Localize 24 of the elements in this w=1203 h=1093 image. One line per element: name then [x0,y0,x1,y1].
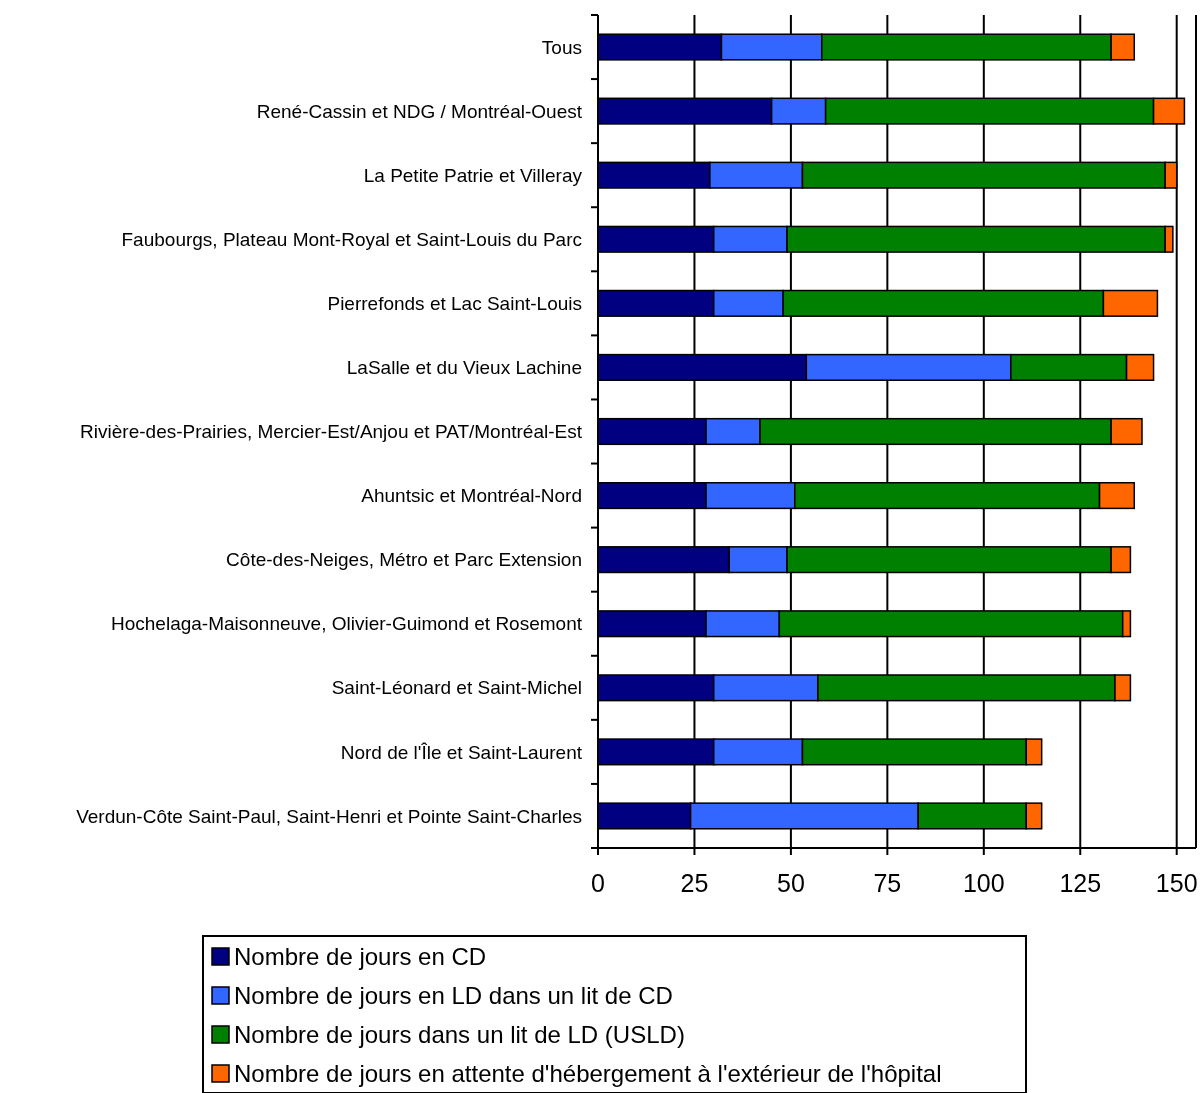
x-tick-label: 25 [680,869,709,897]
legend-label: Nombre de jours en CD [234,943,487,971]
y-tick-label: Tous [541,36,582,58]
y-tick-label: Pierrefonds et Lac Saint-Louis [327,293,582,314]
x-tick-label: 50 [777,869,805,897]
y-tick-label: Nord de l'Île et Saint-Laurent [340,741,583,763]
legend-label: Nombre de jours dans un lit de LD (USLD) [234,1021,685,1049]
y-tick-label: Ahuntsic et Montréal-Nord [361,485,582,507]
x-tick-label: 125 [1059,869,1102,897]
y-tick-label: Faubourgs, Plateau Mont-Royal et Saint-Louis du Parc [121,228,582,250]
x-tick-label: 75 [873,869,902,897]
y-tick-label: La Petite Patrie et Villeray [363,164,583,186]
y-tick-label: Verdun-Côte Saint-Paul, Saint-Henri et Pointe Saint-Charles [76,805,582,827]
y-tick-label: Côte-des-Neiges, Métro et Parc Extension [226,549,582,571]
x-tick-label: 100 [962,869,1005,897]
y-tick-label: René-Cassin et NDG / Montréal-Ouest [256,100,583,122]
x-tick-label: 150 [1155,869,1198,897]
y-tick-label: Rivière-des-Prairies, Mercier-Est/Anjou et PAT/Montréal-Est [80,421,583,443]
y-tick-label: Saint-Léonard et Saint-Michel [331,677,582,699]
y-tick-label: Hochelaga-Maisonneuve, Olivier-Guimond et Rosemont [110,613,583,635]
legend-label: Nombre de jours en attente d'hébergement à l'extérieur de l'hôpital [234,1060,942,1088]
x-tick-label: 0 [591,869,605,897]
legend-label: Nombre de jours en LD dans un lit de CD [234,982,673,1010]
y-tick-label: LaSalle et du Vieux Lachine [346,357,582,379]
